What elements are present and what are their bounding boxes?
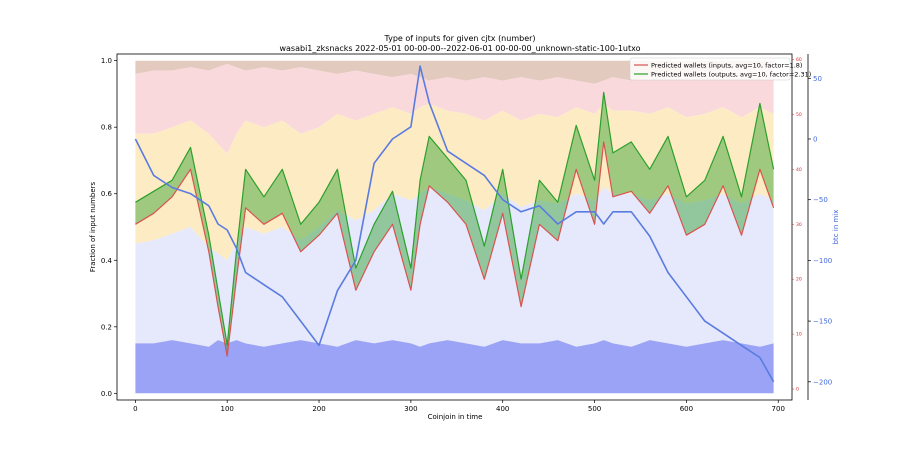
fill-between-series — [135, 92, 774, 357]
stack-area-bottom — [135, 340, 774, 394]
plot-frame — [116, 53, 793, 401]
y2-tick-label: 50 — [813, 75, 822, 83]
y-axis-label: Fraction of input numbers — [89, 181, 97, 272]
stack-area-top — [135, 60, 774, 84]
y2-tick-label: −150 — [813, 318, 832, 326]
y3-tick-label: 50 — [796, 112, 802, 118]
series-line-outputs — [135, 91, 775, 346]
y-tick-label: 0.2 — [101, 323, 112, 331]
stack-area-pink — [135, 64, 774, 154]
y2-tick-label: −200 — [813, 378, 832, 386]
chart-subtitle: wasabi1_zksnacks 2022-05-01 00-00-00--20… — [279, 44, 640, 53]
stack-area-yellow — [135, 103, 774, 261]
y-axis: 0.0 0.2 0.4 0.6 0.8 1.0 — [101, 57, 117, 398]
y-tick-label: 0.4 — [101, 257, 113, 265]
y3-tick-label: 10 — [796, 332, 802, 338]
y2-tick-label: 0 — [813, 135, 817, 143]
x-tick-label: 500 — [588, 405, 601, 413]
y2-axis: −200 −150 −100 −50 0 50 — [808, 75, 832, 386]
y3-tick-label: 0 — [796, 387, 799, 393]
y3-tick-label: 20 — [796, 277, 802, 283]
chart-title: Type of inputs for given cjtx (number) — [383, 34, 535, 43]
stack-area-mid — [135, 187, 774, 347]
legend-box — [629, 57, 791, 81]
y3-tick-label: 60 — [796, 57, 802, 63]
x-tick-label: 0 — [133, 405, 137, 413]
y-tick-label: 1.0 — [101, 57, 112, 65]
y-tick-label: 0.6 — [101, 190, 113, 198]
legend-label-outputs: Predicted wallets (outputs, avg=10, fact… — [651, 71, 811, 79]
y3-tick-label: 30 — [796, 222, 802, 228]
x-tick-label: 400 — [496, 405, 509, 413]
legend: Predicted wallets (inputs, avg=10, facto… — [629, 57, 811, 81]
y2-axis-label: btc in mix — [832, 210, 840, 245]
x-tick-label: 600 — [680, 405, 693, 413]
y3-tick-label: 40 — [796, 167, 802, 173]
series-line-inputs — [135, 141, 775, 357]
plot-area — [134, 60, 775, 394]
x-tick-label: 300 — [404, 405, 417, 413]
series-line-btc — [134, 65, 775, 383]
legend-label-inputs: Predicted wallets (inputs, avg=10, facto… — [651, 62, 802, 70]
y-tick-label: 0.8 — [101, 124, 112, 132]
y-tick-label: 0.0 — [101, 390, 112, 398]
x-tick-label: 200 — [312, 405, 325, 413]
x-axis-label: Coinjoin in time — [428, 413, 483, 421]
y2-tick-label: −100 — [813, 257, 832, 265]
x-tick-label: 100 — [221, 405, 234, 413]
y2-tick-label: −50 — [813, 196, 828, 204]
x-axis: 0 100 200 300 400 500 600 700 — [133, 400, 785, 413]
x-tick-label: 700 — [772, 405, 785, 413]
y3-axis: 0 10 20 30 40 50 60 — [792, 57, 802, 393]
